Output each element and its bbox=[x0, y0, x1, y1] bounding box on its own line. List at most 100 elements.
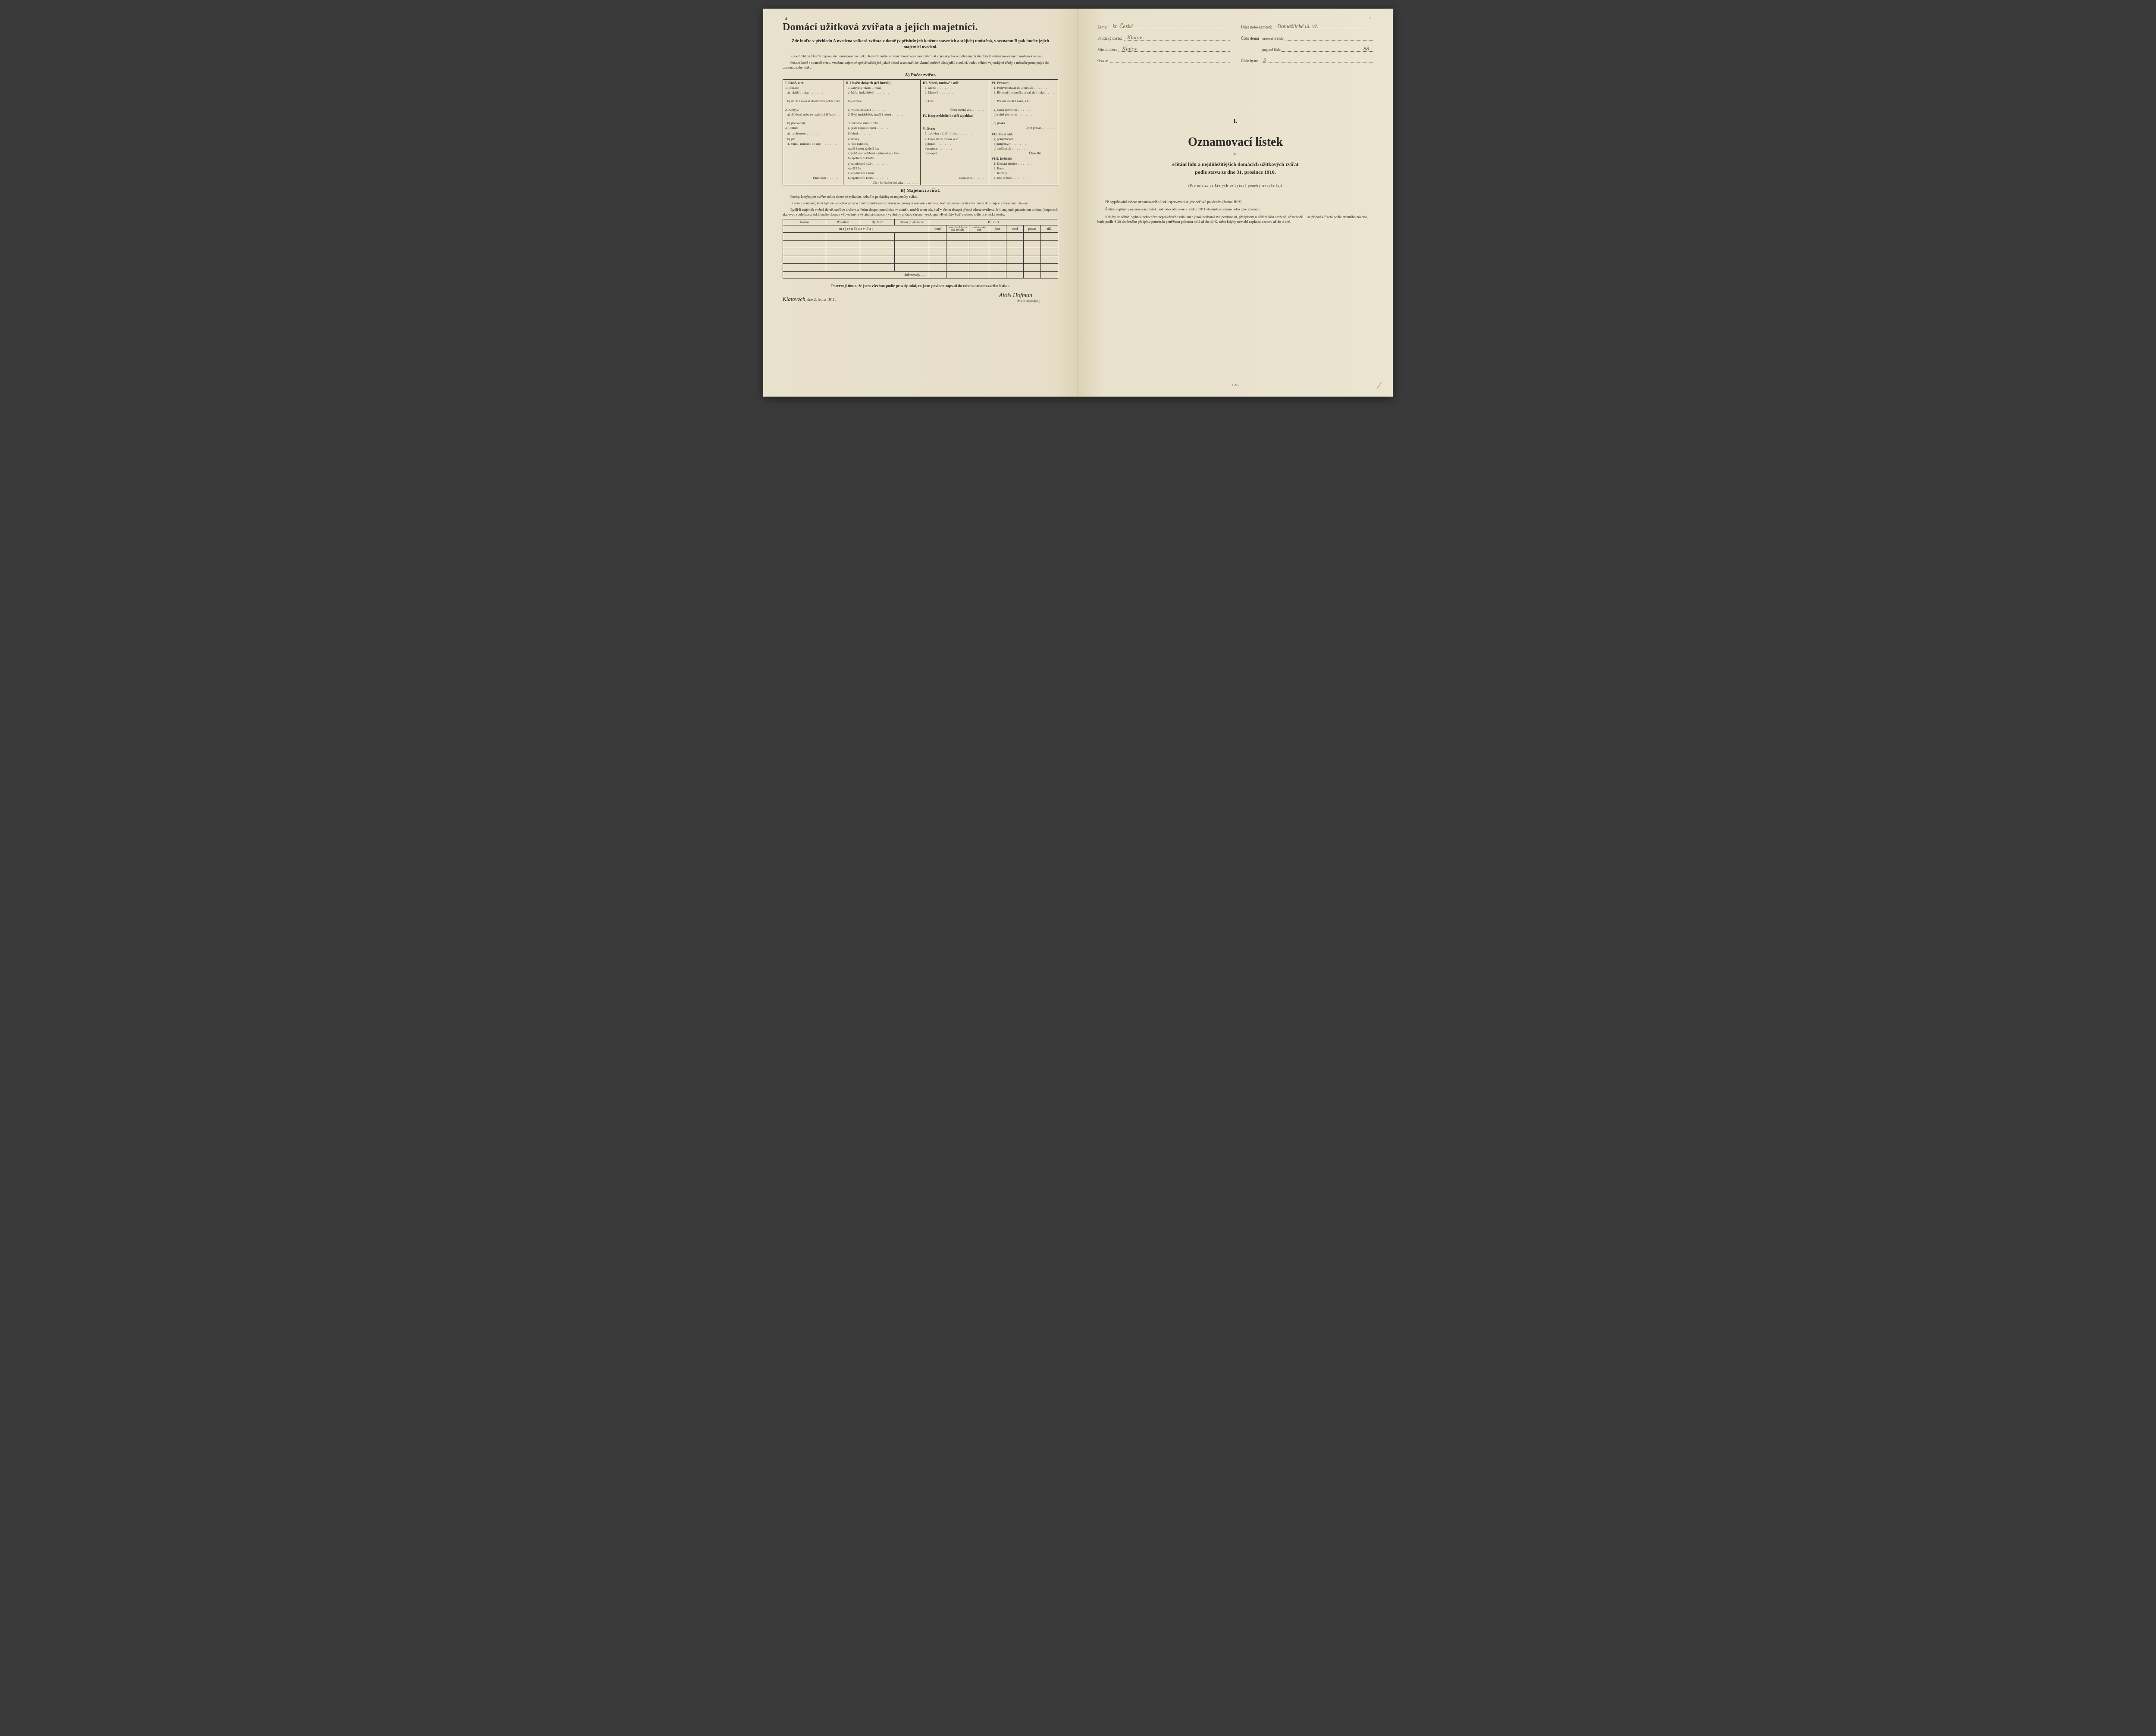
col2-head: II. Hovězí dobytek (též buvoli): bbox=[843, 80, 921, 86]
document-spread: 4 Domácí užitková zvířata a jejich majet… bbox=[763, 9, 1393, 397]
right-paragraphs: Při vyplňování tohoto oznamovacího lístk… bbox=[1097, 200, 1373, 225]
tb-h-stat: Státní příslušnost bbox=[895, 219, 929, 225]
c2-i5t2: starší 3 let: bbox=[843, 166, 921, 171]
c1-g3a: a) na plemeno bbox=[783, 131, 843, 137]
c4-d1: 1. Domácí slepice bbox=[989, 161, 1058, 166]
c3-o2b: b) samice bbox=[920, 146, 989, 151]
c3-msum: Úhrn mezků atd. bbox=[920, 107, 989, 112]
label-popis: popisné číslo: bbox=[1263, 48, 1282, 52]
c2-i1b: b) jalovice bbox=[843, 99, 921, 107]
c2-i4: 4. Krávy bbox=[843, 137, 921, 141]
c3-o2c: c) skopci bbox=[920, 151, 989, 156]
value-ulice: Domažlické ul. vč. bbox=[1274, 23, 1373, 29]
c2-i1c: c) volci (kleštění) bbox=[843, 107, 921, 112]
footer-mark: 1. čes. bbox=[1232, 384, 1239, 387]
section-a-label: A) Počet zvířat. bbox=[783, 72, 1058, 78]
header-fields: Země:kr. České Politický okres:Klatov Mí… bbox=[1097, 22, 1373, 66]
c3-o2a: a) berani bbox=[920, 141, 989, 146]
c1-sum: Úhrn koní bbox=[783, 175, 843, 180]
value-byt: 5 bbox=[1260, 57, 1373, 63]
c4-u2: b) nehybných bbox=[989, 141, 1058, 146]
table-a-animals: I. Koně, a to: II. Hovězí dobytek (též b… bbox=[783, 79, 1058, 185]
c2-i1: 1. Jalovina mladší 1 roku: bbox=[843, 85, 921, 90]
left-para-2: Ostatní koně a soumaři eráru, vztažmo vo… bbox=[783, 61, 1058, 70]
label-osada: Osada: bbox=[1097, 59, 1108, 63]
col1-head: I. Koně, a to: bbox=[783, 80, 843, 86]
c2-i5: 5. Voli (kleštění): bbox=[843, 141, 921, 146]
section-b-label: B) Majetníci zvířat. bbox=[783, 188, 1058, 193]
c2-i5e: b) upotřebení k žíru bbox=[843, 175, 921, 180]
tb-h-pocet: P o č e t bbox=[929, 219, 1058, 225]
c2-i3: 3. Jalovice starší 1 roku: bbox=[843, 121, 921, 125]
c3-osum: Úhrn ovcí bbox=[920, 175, 989, 180]
signature-row: Klatovech, dne 2. ledna 1911. Alois Hofm… bbox=[783, 292, 1058, 303]
signature-date: , dne 2. ledna 1911. bbox=[805, 297, 836, 302]
c4-psum: Úhrn prasat bbox=[989, 125, 1058, 131]
b-para3: Bydlí-li majetník v témž domě, stačí ve … bbox=[783, 208, 1058, 217]
label-orient: orientační číslo: bbox=[1263, 37, 1285, 41]
tb-h-pov: Povolání bbox=[826, 219, 860, 225]
signature-place: Klatovech bbox=[783, 296, 805, 302]
label-ulice: Ulice nebo náměstí: bbox=[1241, 25, 1272, 29]
tb-c2: hovězího dobytka (též buvolů) bbox=[946, 225, 969, 232]
c1-g4: 4. Valaši, nehledíc ke stáří bbox=[783, 141, 843, 146]
table-row bbox=[783, 240, 1058, 248]
tb-c4: koz bbox=[989, 225, 1006, 232]
page-number-right: 1 bbox=[1369, 16, 1372, 22]
c2-i1a: a) býčci (nekleštění) bbox=[843, 90, 921, 99]
b-para2: U koní a soumarů, kteří byli vydáni od v… bbox=[783, 201, 1058, 206]
table-row bbox=[783, 248, 1058, 256]
c2-i5a: a) ještě neupotřebení k tahu nebo k žíru bbox=[843, 151, 921, 156]
c4-p2: 2. Běhouni (nedoročkové) až do 1 roku bbox=[989, 90, 1058, 99]
c3-m1: 1. Mezci bbox=[920, 85, 989, 90]
signature-under: (Místo pro podpis.) bbox=[999, 299, 1058, 303]
tb-c5: ovcí bbox=[1006, 225, 1024, 232]
value-obec: Klatov bbox=[1119, 46, 1230, 52]
label-cislo: Číslo domu bbox=[1241, 36, 1259, 41]
right-ke: ke bbox=[1097, 152, 1373, 156]
tb-c6: prasat bbox=[1024, 225, 1041, 232]
label-okres: Politický okres: bbox=[1097, 36, 1122, 41]
c3-m3: 3. Osli bbox=[920, 99, 989, 107]
b-para1: Osoby, kterým jest svěřen toliko dozor k… bbox=[783, 195, 1058, 200]
c4-u1: a) pohyblivých bbox=[989, 137, 1058, 141]
tb-h-byd: Bydliště bbox=[860, 219, 895, 225]
right-sub2: podle stavu ze dne 31. prosince 1910. bbox=[1195, 169, 1276, 175]
c2-i5d: a) upotřebení k tahu bbox=[843, 171, 921, 175]
left-lead: Zde buďte v přehledu A uvedena veškerá z… bbox=[783, 38, 1058, 50]
roman-one: I. bbox=[1097, 118, 1373, 125]
c1-g2b: b) jiné kobyly bbox=[783, 121, 843, 125]
right-note: (Pro místa, ve kterých se bytové poměry … bbox=[1097, 184, 1373, 188]
right-p2: Řádně vyplněný oznamovací lístek buď ode… bbox=[1097, 207, 1373, 212]
c4-d3: 3. Kachny bbox=[989, 171, 1058, 175]
c4-usum: Úhrn úlů bbox=[989, 151, 1058, 156]
tb-c7: úlů bbox=[1041, 225, 1058, 232]
col4-head: VI. Prasata: bbox=[989, 80, 1058, 86]
right-sub: sčítání lidu a nejdůležitějších domácích… bbox=[1097, 160, 1373, 176]
c4-d4: 4. Jiná drůbež bbox=[989, 175, 1058, 180]
red-archival-mark: ∕ bbox=[1378, 380, 1380, 391]
page-number-left: 4 bbox=[785, 16, 787, 22]
c3-o1: 1. Jalovina mladší 1 roku bbox=[920, 131, 989, 137]
c4-p1: 1. Podsvinčata až do 3 měsíců bbox=[989, 85, 1058, 90]
label-zeme: Země: bbox=[1097, 25, 1107, 29]
table-row bbox=[783, 256, 1058, 263]
c2-i5t: starší 1 roku až do 3 let: bbox=[843, 146, 921, 151]
value-okres: Klatov bbox=[1124, 34, 1230, 41]
c4-p3: 3. Prasata starší 1 roku, a to: bbox=[989, 99, 1058, 107]
c1-g3: 3. Hřebci: bbox=[783, 125, 843, 131]
c4-p3c: c) jinaká bbox=[989, 121, 1058, 125]
c2-i5b: b) upotřebení k tahu bbox=[843, 156, 921, 161]
c4-d2: 2. Husy bbox=[989, 166, 1058, 171]
c1-g3b: b) jiní bbox=[783, 137, 843, 141]
right-p3: Kdo by se sčítání vyhnul nebo něco nepra… bbox=[1097, 215, 1373, 225]
c1-g1a: a) mladší 1 roku bbox=[783, 90, 843, 99]
c2-i3a: a) ještě nejsoucí březí bbox=[843, 125, 921, 131]
c2-i2: 2. Býci (nekleštění, starší 1 roku) bbox=[843, 112, 921, 121]
signature-name: Alois Hofman bbox=[999, 292, 1032, 299]
c2-i3b: b) březí bbox=[843, 131, 921, 137]
c3-h4: IV. Kozy nehledíc k stáří a pohlaví bbox=[920, 112, 989, 121]
tb-c3: mezků, mulů, oslů bbox=[969, 225, 989, 232]
right-title: Oznamovací lístek bbox=[1097, 135, 1373, 149]
tb-h-maj: m a j e t n í k a z v í ř a t bbox=[783, 225, 929, 232]
